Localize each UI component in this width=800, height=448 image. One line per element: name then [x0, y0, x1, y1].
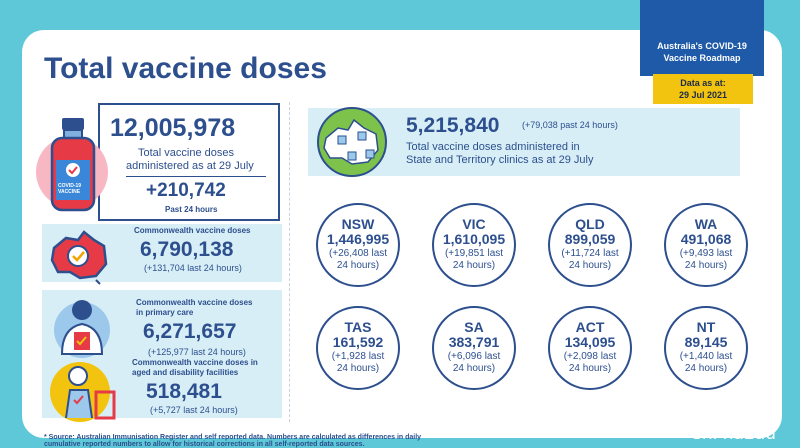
- data-as-at-date: 29 Jul 2021: [678, 90, 728, 100]
- state-clinics-value: 5,215,840: [406, 114, 500, 137]
- state-circle-act: ACT 134,095 (+2,098 last 24 hours): [548, 306, 632, 390]
- data-as-at-badge: Data as at: 29 Jul 2021: [653, 74, 753, 104]
- commonwealth-value: 6,790,138: [140, 238, 234, 261]
- state-change-line1: (+19,851 last: [444, 248, 504, 259]
- state-value: 383,791: [448, 334, 500, 350]
- primary-care-label-line1: Commonwealth vaccine doses: [136, 298, 253, 307]
- state-circle-nsw: NSW 1,446,995 (+26,408 last 24 hours): [316, 203, 400, 287]
- aged-care-value: 518,481: [146, 380, 222, 403]
- vial-label-line2: VACCINE: [58, 189, 81, 195]
- state-name: WA: [694, 216, 718, 232]
- state-circle-vic: VIC 1,610,095 (+19,851 last 24 hours): [432, 203, 516, 287]
- total-change-value: +210,742: [146, 180, 226, 201]
- state-change-line2: 24 hours): [452, 260, 496, 271]
- doctor-icon: [54, 300, 110, 358]
- state-change-line2: 24 hours): [684, 260, 728, 271]
- footnote-line2: cumulative reported numbers to allow for…: [44, 441, 365, 448]
- state-circle-sa: SA 383,791 (+6,096 last 24 hours): [432, 306, 516, 390]
- total-doses-box: [98, 103, 280, 221]
- footnote-line1: * Source: Australian Immunisation Regist…: [44, 434, 422, 441]
- state-value: 1,610,095: [442, 231, 506, 247]
- source-footnote: * Source: Australian Immunisation Regist…: [44, 434, 421, 448]
- state-value: 89,145: [684, 334, 728, 350]
- primary-care-change: (+125,977 last 24 hours): [148, 347, 246, 357]
- state-value: 1,446,995: [326, 231, 390, 247]
- total-doses-desc-line2: administered as at 29 July: [126, 160, 254, 172]
- state-change-line2: 24 hours): [684, 363, 728, 374]
- state-clinics-desc-line2: State and Territory clinics as at 29 Jul…: [406, 154, 594, 166]
- total-change-label: Past 24 hours: [165, 205, 218, 214]
- primary-care-value: 6,271,657: [143, 320, 237, 343]
- state-change-line1: (+1,928 last: [331, 351, 385, 362]
- state-change-line1: (+11,724 last: [561, 248, 619, 259]
- watermark: Chi na2au: [690, 424, 776, 444]
- state-name: NSW: [341, 216, 375, 232]
- state-circle-tas: TAS 161,592 (+1,928 last 24 hours): [316, 306, 400, 390]
- aged-care-label-line1: Commonwealth vaccine doses in: [132, 358, 258, 367]
- state-name: NT: [696, 319, 716, 335]
- roadmap-badge: Australia's COVID-19 Vaccine Roadmap: [640, 0, 764, 76]
- state-value: 161,592: [332, 334, 384, 350]
- state-change-line1: (+9,493 last: [679, 248, 733, 259]
- primary-care-label-line2: in primary care: [136, 308, 194, 317]
- page-title: Total vaccine doses: [44, 52, 327, 85]
- state-clinics-desc-line1: Total vaccine doses administered in: [406, 141, 580, 153]
- state-change-line1: (+2,098 last: [563, 351, 617, 362]
- australia-clinics-map-icon: [317, 107, 387, 177]
- aged-care-label-line2: aged and disability facilities: [132, 368, 239, 377]
- total-doses-desc-line1: Total vaccine doses: [138, 147, 234, 159]
- commonwealth-label: Commonwealth vaccine doses: [134, 226, 251, 235]
- roadmap-label: Australia's COVID-19 Vaccine Roadmap: [657, 41, 747, 63]
- state-name: ACT: [575, 319, 605, 335]
- state-change-line1: (+6,096 last: [447, 351, 501, 362]
- vaccine-vial-icon: [36, 118, 108, 212]
- state-circle-qld: QLD 899,059 (+11,724 last 24 hours): [548, 203, 632, 287]
- total-underline: [126, 176, 266, 177]
- state-change-line2: 24 hours): [452, 363, 496, 374]
- australia-map-icon: [50, 230, 108, 285]
- state-circle-wa: WA 491,068 (+9,493 last 24 hours): [664, 203, 748, 287]
- state-name: VIC: [462, 216, 486, 232]
- state-name: TAS: [344, 319, 372, 335]
- state-name: SA: [464, 319, 484, 335]
- elderly-person-icon: [50, 362, 116, 422]
- state-change-line2: 24 hours): [568, 260, 612, 271]
- state-change-line2: 24 hours): [336, 260, 380, 271]
- commonwealth-change: (+131,704 last 24 hours): [144, 263, 242, 273]
- data-as-at-label: Data as at:: [680, 78, 726, 88]
- state-change-line2: 24 hours): [568, 363, 612, 374]
- section-divider: [289, 102, 290, 422]
- state-value: 134,095: [564, 334, 616, 350]
- state-name: QLD: [575, 216, 605, 232]
- vial-label-line1: COVID-19: [58, 183, 82, 189]
- state-value: 491,068: [680, 231, 732, 247]
- total-doses-value: 12,005,978: [110, 114, 236, 142]
- state-change-line1: (+26,408 last: [328, 248, 388, 259]
- aged-care-change: (+5,727 last 24 hours): [150, 405, 238, 415]
- state-value: 899,059: [564, 231, 616, 247]
- state-change-line2: 24 hours): [336, 363, 380, 374]
- state-clinics-change: (+79,038 past 24 hours): [522, 120, 618, 130]
- state-change-line1: (+1,440 last: [679, 351, 733, 362]
- state-circle-nt: NT 89,145 (+1,440 last 24 hours): [664, 306, 748, 390]
